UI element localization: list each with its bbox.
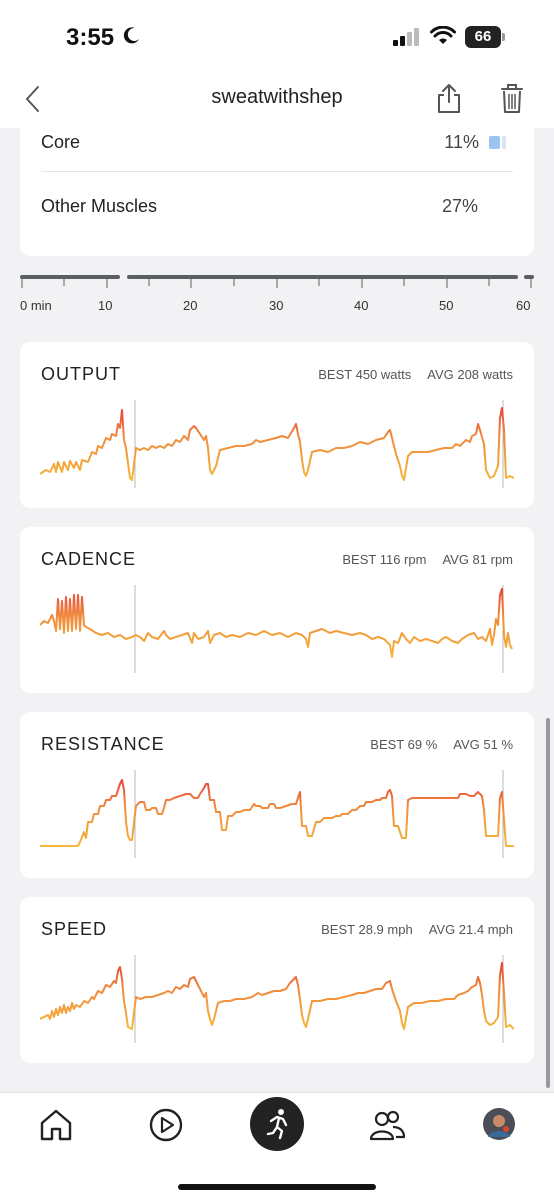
- status-bar: 3:55 66: [0, 0, 554, 72]
- output-graph: [40, 400, 514, 488]
- muscle-name: Other Muscles: [41, 196, 158, 216]
- metric-title: CADENCE: [41, 549, 137, 569]
- metric-avg: AVG 208 watts: [427, 367, 513, 382]
- scroll-indicator[interactable]: [546, 718, 550, 1088]
- muscle-row-core: Core 11%: [41, 128, 513, 172]
- play-icon[interactable]: [148, 1107, 184, 1143]
- profile-avatar[interactable]: [482, 1107, 516, 1141]
- metric-stats: BEST 450 watts AVG 208 watts: [318, 367, 513, 382]
- metric-stats: BEST 116 rpm AVG 81 rpm: [342, 552, 513, 567]
- metric-title: RESISTANCE: [41, 734, 165, 754]
- status-time: 3:55: [66, 24, 115, 51]
- moon-icon: [123, 27, 139, 44]
- timeline-tick: 40: [354, 298, 369, 313]
- wifi-icon: [430, 26, 456, 44]
- chevron-left-icon[interactable]: [22, 84, 44, 114]
- metric-stats: BEST 28.9 mph AVG 21.4 mph: [321, 922, 513, 937]
- metric-stats: BEST 69 % AVG 51 %: [370, 737, 513, 752]
- metric-title: OUTPUT: [41, 364, 121, 384]
- muscle-row-other: Other Muscles 27%: [41, 172, 513, 238]
- home-icon[interactable]: [38, 1107, 74, 1143]
- core-percent-bar: [489, 136, 506, 149]
- battery-indicator: 66: [465, 26, 507, 48]
- metric-avg: AVG 51 %: [453, 737, 513, 752]
- home-indicator: [178, 1184, 376, 1190]
- metric-best: BEST 28.9 mph: [321, 922, 413, 937]
- signal-icon: [393, 28, 419, 46]
- tab-bar: [0, 1092, 554, 1200]
- metric-best: BEST 69 %: [370, 737, 438, 752]
- speed-graph: [40, 955, 514, 1043]
- cadence-card[interactable]: CADENCE BEST 116 rpm AVG 81 rpm: [20, 527, 534, 693]
- battery-tip: [502, 33, 505, 41]
- speed-card[interactable]: SPEED BEST 28.9 mph AVG 21.4 mph: [20, 897, 534, 1063]
- metric-avg: AVG 21.4 mph: [428, 922, 513, 937]
- timeline-tick: 10: [98, 298, 113, 313]
- metric-best: BEST 116 rpm: [342, 552, 427, 567]
- metric-avg: AVG 81 rpm: [442, 552, 513, 567]
- timeline-segments: [20, 275, 534, 288]
- activity-icon: [266, 1109, 288, 1140]
- timeline-tick: 30: [269, 298, 284, 313]
- muscle-percent: 27%: [441, 196, 478, 216]
- resistance-card[interactable]: RESISTANCE BEST 69 % AVG 51 %: [20, 712, 534, 878]
- muscle-percent: 11%: [444, 132, 479, 152]
- timeline-tick: 60: [516, 298, 531, 313]
- muscle-groups-card: Core 11% Other Muscles 27%: [20, 128, 534, 256]
- resistance-graph: [40, 770, 514, 858]
- nav-bar: sweatwithshep: [0, 72, 554, 128]
- muscle-name: Core: [41, 132, 81, 152]
- timeline-tick: 50: [439, 298, 454, 313]
- metric-title: SPEED: [41, 919, 108, 939]
- community-icon[interactable]: [368, 1107, 406, 1143]
- battery-level: 66: [465, 26, 501, 48]
- metric-best: BEST 450 watts: [318, 367, 412, 382]
- share-icon[interactable]: [436, 82, 462, 114]
- output-card[interactable]: OUTPUT BEST 450 watts AVG 208 watts: [20, 342, 534, 508]
- timeline-tick: 0 min: [20, 298, 52, 313]
- page-title: sweatwithshep: [211, 86, 343, 108]
- timeline-tick: 20: [183, 298, 198, 313]
- activity-button[interactable]: [250, 1097, 304, 1151]
- trash-icon[interactable]: [500, 82, 524, 114]
- workout-timeline[interactable]: 0 min 10 20 30 40 50 60: [20, 270, 534, 320]
- cadence-graph: [40, 585, 513, 673]
